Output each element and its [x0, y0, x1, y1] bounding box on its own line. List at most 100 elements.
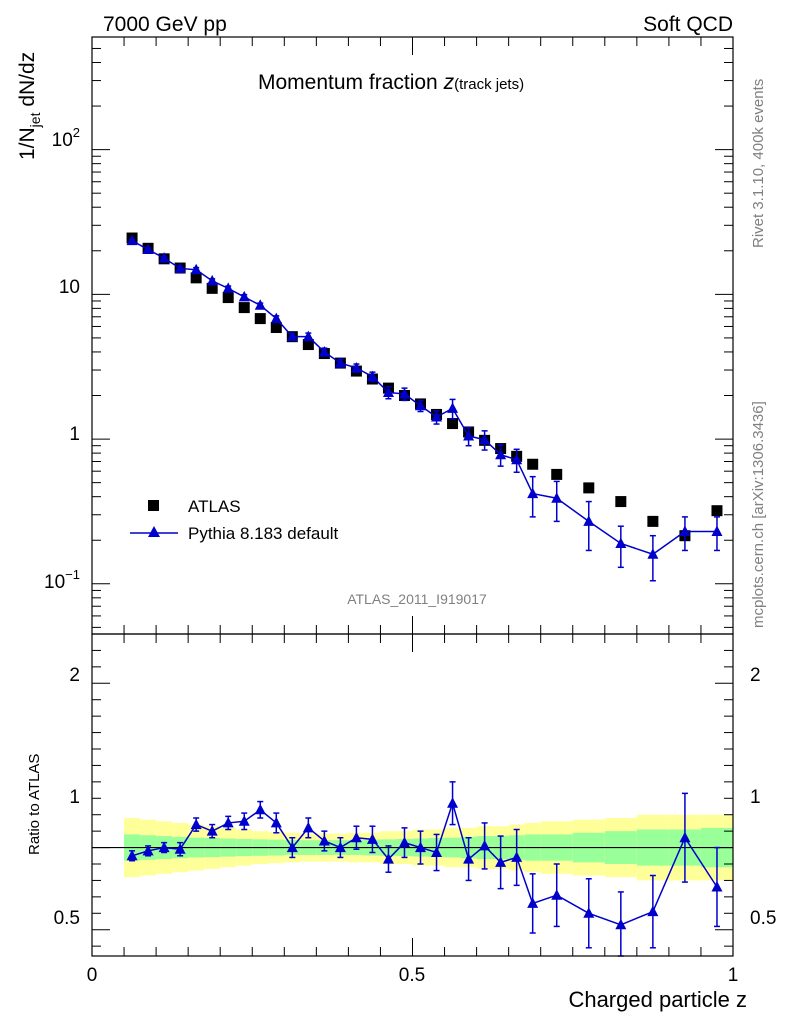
ytick-label-10: 10	[59, 277, 80, 298]
atlas-point	[238, 302, 250, 314]
pythia-point	[382, 386, 394, 397]
atlas-point	[615, 496, 627, 508]
ratio-point	[495, 856, 507, 867]
pythia-point	[254, 299, 266, 310]
atlas-point	[190, 272, 202, 284]
pythia-point	[479, 433, 491, 445]
ratio-point	[302, 821, 314, 833]
ratio-point	[206, 825, 218, 836]
ratio-ytick-0.5: 0.5	[54, 908, 80, 929]
ratio-point	[479, 839, 491, 851]
legend-pythia-marker	[148, 526, 160, 537]
atlas-point	[222, 292, 234, 304]
ratio-ytick-1-right: 1	[750, 787, 761, 808]
main-panel-data	[126, 232, 723, 582]
ytick-label-1: 1	[69, 424, 80, 445]
ratio-point	[511, 851, 523, 862]
pythia-point	[350, 361, 362, 373]
atlas-point	[206, 282, 218, 294]
ratio-point	[447, 797, 459, 808]
ratio-point	[711, 881, 723, 892]
pythia-point	[158, 252, 170, 263]
ratio-point	[415, 841, 427, 853]
atlas-point	[527, 458, 539, 470]
ratio-ylabel: Ratio to ATLAS	[26, 754, 43, 855]
pythia-point	[238, 290, 250, 302]
ratio-point	[398, 836, 410, 848]
ratio-panel-ticks	[91, 633, 734, 956]
legend-atlas-marker	[148, 500, 159, 511]
ratio-point	[142, 844, 154, 856]
xtick-0.5: 0.5	[399, 965, 425, 986]
pythia-point	[318, 345, 330, 357]
pythia-point	[286, 330, 298, 342]
ratio-point	[527, 897, 539, 908]
pythia-point	[366, 370, 378, 382]
xtick-1: 1	[728, 965, 739, 986]
ratio-point	[615, 918, 627, 930]
ratio-point	[350, 831, 362, 843]
ytick-label-0.1: 10−1	[44, 567, 80, 593]
ratio-point	[126, 849, 138, 861]
pythia-point	[126, 234, 138, 246]
ratio-panel-frame	[91, 633, 734, 957]
atlas-point	[270, 322, 282, 334]
main-title: Momentum fraction z(track jets)	[258, 71, 524, 94]
pythia-point	[583, 515, 595, 526]
ratio-point	[647, 905, 659, 917]
mcplots-label: mcplots.cern.ch [arXiv:1306.3436]	[750, 401, 767, 628]
ratio-point	[551, 889, 563, 900]
pythia-point	[206, 274, 218, 286]
pythia-point	[190, 263, 202, 275]
ratio-point	[222, 816, 234, 828]
pythia-point	[142, 243, 154, 255]
pythia-point	[415, 399, 427, 411]
atlas-point	[254, 313, 266, 325]
ratio-ytick-1: 1	[69, 787, 80, 808]
pythia-point	[302, 330, 314, 342]
ratio-panel-data	[126, 781, 723, 957]
pythia-point	[270, 312, 282, 324]
ytick-label-100: 102	[52, 125, 80, 151]
atlas-point	[551, 468, 563, 480]
header-left: 7000 GeV pp	[103, 13, 227, 36]
pythia-point	[511, 453, 523, 465]
pythia-point	[711, 525, 723, 536]
pythia-point	[431, 411, 443, 422]
pythia-point	[647, 548, 659, 559]
ratio-ytick-2: 2	[69, 665, 80, 686]
pythia-point	[527, 487, 539, 499]
xlabel: Charged particle z	[568, 987, 747, 1012]
ratio-point	[254, 803, 266, 815]
ratio-point	[270, 816, 282, 828]
ratio-point	[190, 818, 202, 830]
pythia-point	[447, 402, 459, 413]
pythia-point	[398, 387, 410, 399]
ratio-point	[286, 841, 298, 853]
pythia-point	[551, 492, 563, 503]
pythia-point	[495, 448, 507, 460]
main-ylabel: 1/Njet dN/dz	[16, 52, 43, 160]
header-right: Soft QCD	[643, 13, 733, 36]
analysis-label: ATLAS_2011_I919017	[347, 591, 487, 607]
pythia-point	[463, 430, 475, 441]
atlas-point	[302, 339, 314, 351]
atlas-point	[647, 515, 659, 527]
atlas-point	[711, 505, 723, 517]
atlas-point	[447, 418, 459, 430]
pythia-point	[615, 537, 627, 548]
ratio-ytick-0.5-right: 0.5	[750, 908, 776, 929]
ratio-point	[583, 907, 595, 918]
ratio-panel-background	[92, 814, 733, 881]
xtick-0: 0	[87, 965, 98, 986]
ratio-point	[158, 841, 170, 853]
legend-pythia-label: Pythia 8.183 default	[188, 524, 339, 543]
ratio-point	[382, 853, 394, 864]
pythia-point	[222, 282, 234, 293]
ratio-point	[679, 831, 691, 843]
ratio-point	[334, 841, 346, 853]
main-panel-frame	[91, 36, 734, 635]
atlas-point	[583, 482, 595, 494]
legend-atlas-label: ATLAS	[188, 497, 241, 516]
